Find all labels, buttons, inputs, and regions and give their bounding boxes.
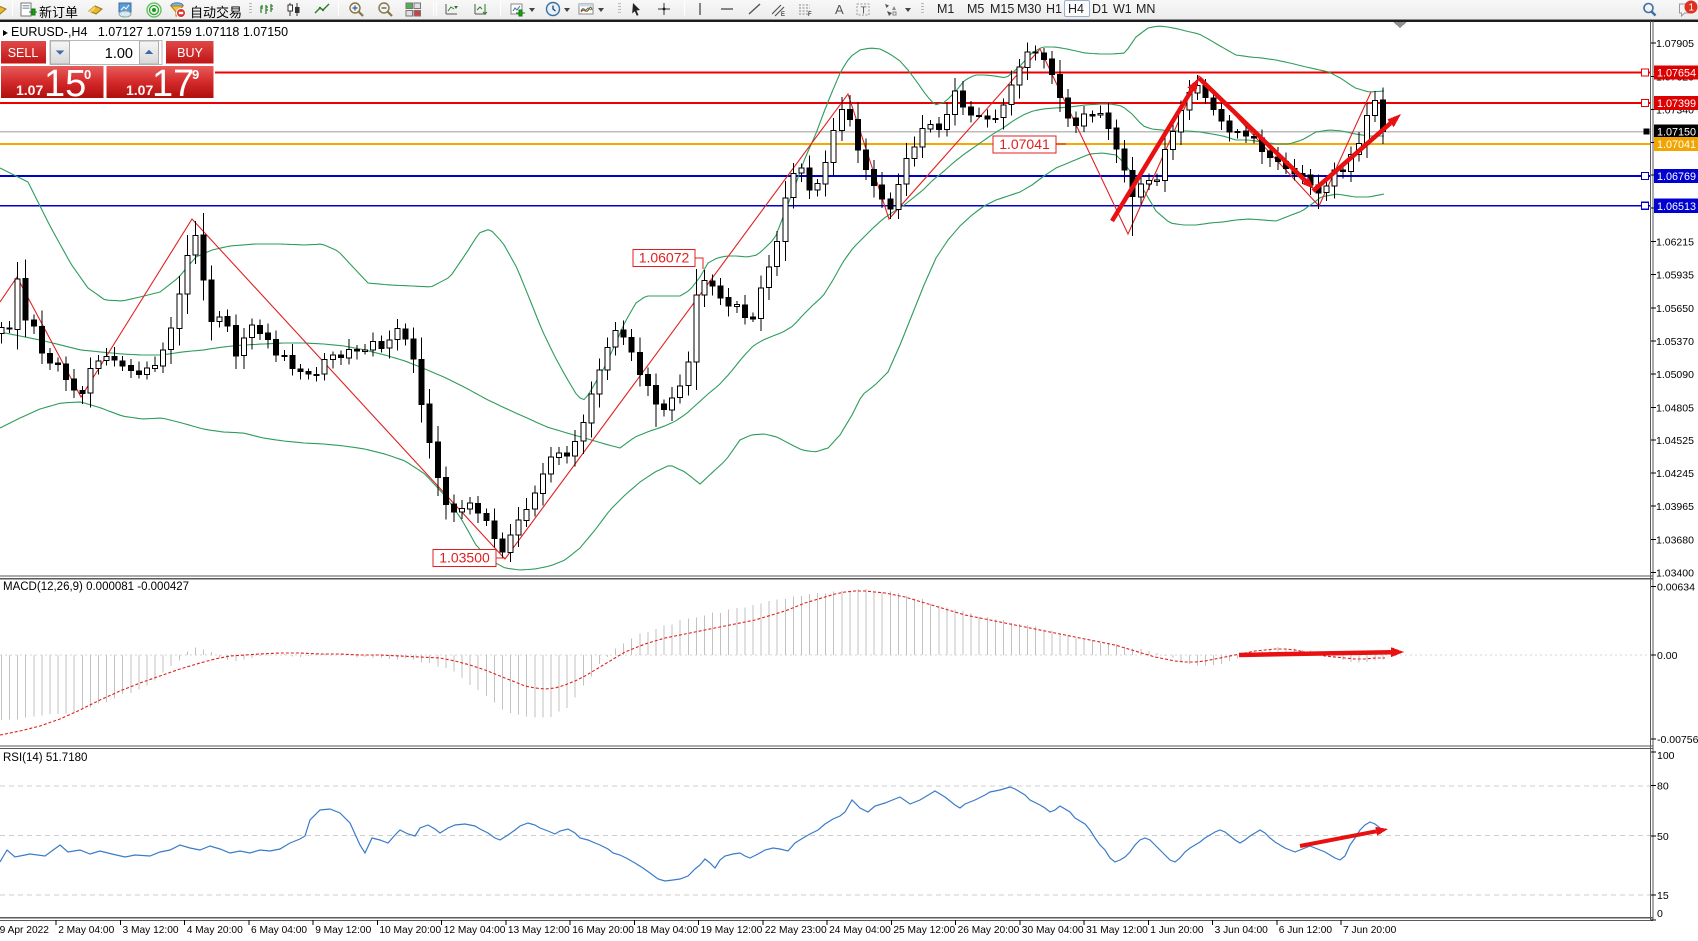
svg-text:26 May 20:00: 26 May 20:00 xyxy=(958,925,1020,936)
svg-text:50: 50 xyxy=(1657,831,1669,843)
svg-text:T: T xyxy=(861,6,867,17)
svg-text:80: 80 xyxy=(1657,781,1669,793)
svg-text:0: 0 xyxy=(1657,908,1663,920)
svg-text:F: F xyxy=(808,12,812,18)
svg-text:16 May 20:00: 16 May 20:00 xyxy=(572,925,634,936)
svg-text:E: E xyxy=(781,12,785,18)
svg-text:1.05935: 1.05935 xyxy=(1656,270,1694,282)
svg-text:19 May 12:00: 19 May 12:00 xyxy=(701,925,763,936)
svg-text:17: 17 xyxy=(152,63,194,105)
svg-text:12 May 04:00: 12 May 04:00 xyxy=(444,925,506,936)
svg-text:29 Apr 2022: 29 Apr 2022 xyxy=(0,925,49,936)
svg-text:18 May 04:00: 18 May 04:00 xyxy=(636,925,698,936)
svg-text:2 May 04:00: 2 May 04:00 xyxy=(58,925,114,936)
svg-text:1.07654: 1.07654 xyxy=(1657,68,1696,80)
svg-text:10 May 20:00: 10 May 20:00 xyxy=(379,925,441,936)
svg-text:1.03500: 1.03500 xyxy=(439,550,490,566)
svg-text:1.07041: 1.07041 xyxy=(999,136,1050,152)
svg-text:1.05650: 1.05650 xyxy=(1656,303,1694,315)
svg-text:1.07041: 1.07041 xyxy=(1657,139,1696,151)
svg-text:1.05370: 1.05370 xyxy=(1656,336,1694,348)
svg-text:SELL: SELL xyxy=(8,46,39,60)
svg-text:1.03965: 1.03965 xyxy=(1656,501,1694,513)
svg-text:25 May 12:00: 25 May 12:00 xyxy=(893,925,955,936)
svg-text:1: 1 xyxy=(1689,3,1695,14)
svg-text:0.00: 0.00 xyxy=(1657,650,1678,662)
svg-text:1.03400: 1.03400 xyxy=(1656,567,1694,579)
svg-text:31 May 12:00: 31 May 12:00 xyxy=(1086,925,1148,936)
svg-text:MACD(12,26,9) 0.000081 -0.0004: MACD(12,26,9) 0.000081 -0.000427 xyxy=(3,581,189,593)
svg-text:1.03680: 1.03680 xyxy=(1656,534,1694,546)
svg-text:1.06769: 1.06769 xyxy=(1657,171,1696,183)
svg-text:24 May 04:00: 24 May 04:00 xyxy=(829,925,891,936)
svg-text:1.00: 1.00 xyxy=(105,46,133,62)
svg-text:EURUSD-,H4 1.07127 1.07159 1: EURUSD-,H4 1.07127 1.07159 1.07118 1.071… xyxy=(11,25,288,39)
svg-text:15: 15 xyxy=(44,63,86,105)
svg-text:1.04245: 1.04245 xyxy=(1656,468,1694,480)
svg-text:1.05090: 1.05090 xyxy=(1656,369,1694,381)
svg-text:100: 100 xyxy=(1657,750,1675,762)
svg-text:A: A xyxy=(835,2,844,17)
svg-text:22 May 23:00: 22 May 23:00 xyxy=(765,925,827,936)
svg-text:1.06072: 1.06072 xyxy=(639,250,690,266)
svg-text:15: 15 xyxy=(1657,890,1669,902)
svg-text:1.04525: 1.04525 xyxy=(1656,435,1694,447)
svg-text:RSI(14) 51.7180: RSI(14) 51.7180 xyxy=(3,752,87,764)
svg-text:30 May 04:00: 30 May 04:00 xyxy=(1022,925,1084,936)
svg-text:1.06513: 1.06513 xyxy=(1657,201,1696,213)
svg-text:1.04805: 1.04805 xyxy=(1656,402,1694,414)
svg-text:9 May 12:00: 9 May 12:00 xyxy=(315,925,371,936)
svg-text:4 May 20:00: 4 May 20:00 xyxy=(187,925,243,936)
svg-text:1.07905: 1.07905 xyxy=(1656,38,1694,50)
svg-text:6 Jun 12:00: 6 Jun 12:00 xyxy=(1279,925,1333,936)
svg-text:3 May 12:00: 3 May 12:00 xyxy=(123,925,179,936)
svg-text:1.07399: 1.07399 xyxy=(1657,98,1696,110)
svg-text:1.07: 1.07 xyxy=(126,82,153,98)
svg-text:9: 9 xyxy=(192,67,199,82)
svg-text:-0.007563: -0.007563 xyxy=(1657,734,1698,746)
svg-text:1 Jun 20:00: 1 Jun 20:00 xyxy=(1150,925,1204,936)
svg-text:7 Jun 20:00: 7 Jun 20:00 xyxy=(1343,925,1397,936)
svg-text:6 May 04:00: 6 May 04:00 xyxy=(251,925,307,936)
svg-text:0: 0 xyxy=(84,67,91,82)
svg-text:3 Jun 04:00: 3 Jun 04:00 xyxy=(1215,925,1269,936)
svg-text:1.07: 1.07 xyxy=(16,82,43,98)
svg-text:13 May 12:00: 13 May 12:00 xyxy=(508,925,570,936)
svg-text:1.06215: 1.06215 xyxy=(1656,237,1694,249)
svg-text:1.07150: 1.07150 xyxy=(1657,127,1696,139)
svg-text:BUY: BUY xyxy=(177,46,203,60)
svg-text:0.00634: 0.00634 xyxy=(1657,582,1695,594)
